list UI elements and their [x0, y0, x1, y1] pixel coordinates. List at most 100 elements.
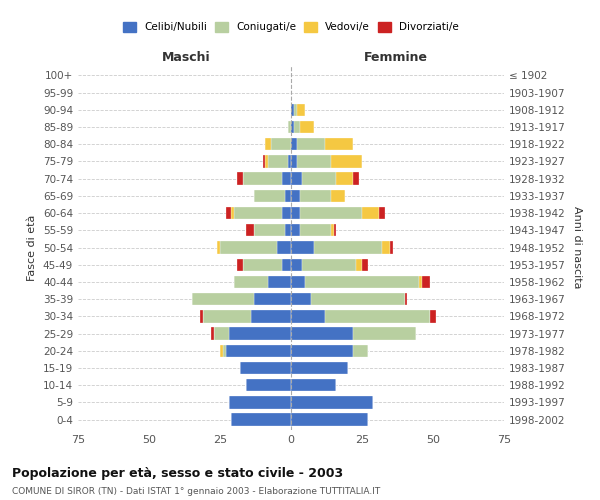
Bar — [286, 224, 291, 236]
Bar — [291, 138, 296, 150]
Bar — [234, 276, 268, 288]
Bar — [296, 138, 325, 150]
Bar — [251, 310, 291, 322]
Bar — [325, 138, 353, 150]
Bar — [302, 172, 337, 185]
Bar — [265, 155, 268, 168]
Bar — [422, 276, 430, 288]
Bar — [353, 172, 359, 185]
Bar — [268, 155, 288, 168]
Bar — [291, 172, 302, 185]
Y-axis label: Anni di nascita: Anni di nascita — [572, 206, 582, 289]
Legend: Celibi/Nubili, Coniugati/e, Vedovi/e, Divorziati/e: Celibi/Nubili, Coniugati/e, Vedovi/e, Di… — [120, 19, 462, 36]
Bar — [291, 310, 325, 322]
Bar — [302, 258, 356, 271]
Bar — [353, 328, 416, 340]
Bar — [296, 104, 305, 116]
Bar — [291, 242, 314, 254]
Bar — [232, 207, 234, 220]
Bar — [288, 121, 291, 133]
Bar — [291, 362, 348, 374]
Bar — [237, 258, 243, 271]
Bar — [191, 293, 254, 306]
Bar — [299, 224, 331, 236]
Bar — [291, 414, 368, 426]
Bar — [299, 190, 331, 202]
Bar — [294, 121, 299, 133]
Bar — [299, 121, 314, 133]
Bar — [254, 224, 286, 236]
Bar — [291, 276, 305, 288]
Bar — [291, 104, 294, 116]
Bar — [419, 276, 422, 288]
Bar — [283, 258, 291, 271]
Bar — [240, 362, 291, 374]
Bar — [291, 396, 373, 408]
Bar — [254, 293, 291, 306]
Bar — [283, 207, 291, 220]
Bar — [223, 344, 226, 357]
Bar — [382, 242, 391, 254]
Bar — [362, 258, 368, 271]
Bar — [291, 121, 294, 133]
Bar — [237, 172, 243, 185]
Bar — [220, 344, 223, 357]
Bar — [356, 258, 362, 271]
Text: Popolazione per età, sesso e stato civile - 2003: Popolazione per età, sesso e stato civil… — [12, 468, 343, 480]
Bar — [245, 379, 291, 392]
Bar — [277, 242, 291, 254]
Bar — [263, 155, 265, 168]
Bar — [311, 293, 404, 306]
Bar — [404, 293, 407, 306]
Bar — [379, 207, 385, 220]
Text: Maschi: Maschi — [161, 51, 210, 64]
Bar — [243, 172, 283, 185]
Bar — [283, 172, 291, 185]
Bar — [229, 328, 291, 340]
Text: COMUNE DI SIROR (TN) - Dati ISTAT 1° gennaio 2003 - Elaborazione TUTTITALIA.IT: COMUNE DI SIROR (TN) - Dati ISTAT 1° gen… — [12, 488, 380, 496]
Y-axis label: Fasce di età: Fasce di età — [28, 214, 37, 280]
Bar — [331, 155, 362, 168]
Bar — [314, 242, 382, 254]
Bar — [291, 258, 302, 271]
Bar — [271, 138, 291, 150]
Bar — [334, 224, 337, 236]
Bar — [217, 242, 220, 254]
Bar — [245, 224, 254, 236]
Bar — [325, 310, 430, 322]
Bar — [291, 224, 299, 236]
Bar — [331, 190, 345, 202]
Bar — [265, 138, 271, 150]
Bar — [200, 310, 203, 322]
Bar — [353, 344, 368, 357]
Bar — [391, 242, 393, 254]
Bar — [294, 104, 296, 116]
Bar — [305, 276, 419, 288]
Bar — [331, 224, 334, 236]
Bar — [362, 207, 379, 220]
Bar — [232, 414, 291, 426]
Bar — [286, 190, 291, 202]
Bar — [214, 328, 229, 340]
Bar — [226, 344, 291, 357]
Bar — [337, 172, 353, 185]
Bar — [291, 155, 296, 168]
Bar — [254, 190, 286, 202]
Bar — [211, 328, 214, 340]
Bar — [291, 328, 353, 340]
Bar — [291, 344, 353, 357]
Bar — [291, 207, 299, 220]
Bar — [203, 310, 251, 322]
Bar — [291, 293, 311, 306]
Bar — [291, 379, 337, 392]
Bar — [234, 207, 283, 220]
Bar — [226, 207, 232, 220]
Bar — [291, 190, 299, 202]
Bar — [288, 155, 291, 168]
Bar — [229, 396, 291, 408]
Bar — [220, 242, 277, 254]
Bar — [243, 258, 283, 271]
Bar — [299, 207, 362, 220]
Text: Femmine: Femmine — [364, 51, 428, 64]
Bar — [296, 155, 331, 168]
